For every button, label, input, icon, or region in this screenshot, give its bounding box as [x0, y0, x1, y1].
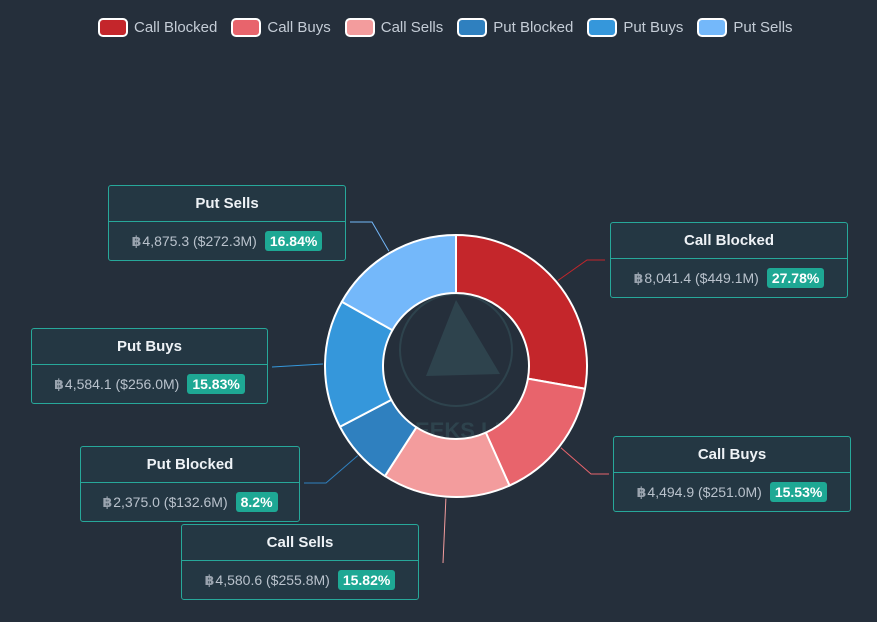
callout-value-row: ฿ 4,875.3 ($272.3M) 16.84%: [109, 222, 345, 260]
legend: Call Blocked Call Buys Call Sells Put Block…: [98, 18, 807, 37]
callout-value: 8,041.4 ($449.1M): [644, 270, 759, 286]
callout-call-blocked: Call Blocked ฿ 8,041.4 ($449.1M) 27.78%: [610, 222, 848, 298]
callout-title: Call Sells: [182, 525, 418, 561]
callout-value: 4,875.3 ($272.3M): [142, 233, 257, 249]
leader-line: [350, 221, 390, 252]
legend-swatch: [587, 18, 618, 37]
bitcoin-icon: ฿: [131, 232, 142, 249]
callout-value: 4,494.9 ($251.0M): [647, 484, 762, 500]
callout-value: 4,584.1 ($256.0M): [64, 376, 180, 392]
callout-percent-badge: 15.53%: [769, 482, 828, 502]
legend-item-call-sells[interactable]: Call Sells: [344, 18, 444, 37]
callout-title: Put Blocked: [81, 447, 299, 483]
legend-item-call-blocked[interactable]: Call Blocked: [98, 18, 217, 37]
callout-put-sells: Put Sells ฿ 4,875.3 ($272.3M) 16.84%: [108, 185, 346, 261]
bitcoin-icon: ฿: [633, 269, 644, 286]
legend-label: Call Sells: [380, 19, 444, 36]
leader-line: [560, 447, 609, 475]
legend-swatch: [98, 18, 128, 37]
leader-line: [557, 259, 605, 281]
callout-put-blocked: Put Blocked ฿ 2,375.0 ($132.6M) 8.2%: [80, 446, 300, 522]
legend-swatch: [457, 18, 488, 37]
legend-item-put-blocked[interactable]: Put Blocked: [457, 18, 573, 37]
leader-line: [304, 455, 359, 484]
legend-label: Call Buys: [267, 19, 331, 36]
leader-line: [442, 498, 447, 564]
callout-percent-badge: 15.82%: [337, 570, 396, 590]
callout-percent-badge: 15.83%: [187, 374, 245, 394]
callout-title: Call Buys: [614, 437, 850, 473]
slice-put-sells[interactable]: [340, 234, 457, 332]
legend-swatch: [344, 18, 375, 37]
callout-put-buys: Put Buys ฿ 4,584.1 ($256.0M) 15.83%: [31, 328, 268, 404]
callout-value-row: ฿ 4,584.1 ($256.0M) 15.83%: [32, 365, 267, 403]
bitcoin-icon: ฿: [102, 493, 113, 510]
bitcoin-icon: ฿: [204, 571, 215, 588]
legend-item-put-buys[interactable]: Put Buys: [587, 18, 683, 37]
callout-title: Put Sells: [109, 186, 345, 222]
callout-title: Call Blocked: [611, 223, 847, 259]
callout-value-row: ฿ 8,041.4 ($449.1M) 27.78%: [611, 259, 847, 297]
callout-value-row: ฿ 2,375.0 ($132.6M) 8.2%: [81, 483, 299, 521]
callout-value: 2,375.0 ($132.6M): [113, 494, 228, 510]
callout-percent-badge: 27.78%: [766, 268, 825, 288]
leader-line: [271, 363, 324, 368]
callout-value: 4,580.6 ($255.8M): [215, 572, 330, 588]
legend-label: Put Sells: [733, 19, 793, 36]
legend-label: Put Buys: [623, 19, 684, 36]
callout-percent-badge: 8.2%: [235, 492, 278, 512]
callout-value-row: ฿ 4,580.6 ($255.8M) 15.82%: [182, 561, 418, 599]
bitcoin-icon: ฿: [636, 483, 647, 500]
legend-swatch: [697, 18, 728, 37]
legend-label: Call Blocked: [134, 19, 218, 36]
callout-call-sells: Call Sells ฿ 4,580.6 ($255.8M) 15.82%: [181, 524, 419, 600]
legend-swatch: [231, 18, 262, 37]
callout-title: Put Buys: [32, 329, 267, 365]
bitcoin-icon: ฿: [54, 375, 64, 392]
legend-label: Put Blocked: [493, 19, 574, 36]
callout-call-buys: Call Buys ฿ 4,494.9 ($251.0M) 15.53%: [613, 436, 851, 512]
legend-item-put-sells[interactable]: Put Sells: [697, 18, 793, 37]
callout-value-row: ฿ 4,494.9 ($251.0M) 15.53%: [614, 473, 850, 511]
callout-percent-badge: 16.84%: [264, 231, 323, 251]
slice-call-blocked[interactable]: [455, 234, 588, 390]
legend-item-call-buys[interactable]: Call Buys: [231, 18, 331, 37]
